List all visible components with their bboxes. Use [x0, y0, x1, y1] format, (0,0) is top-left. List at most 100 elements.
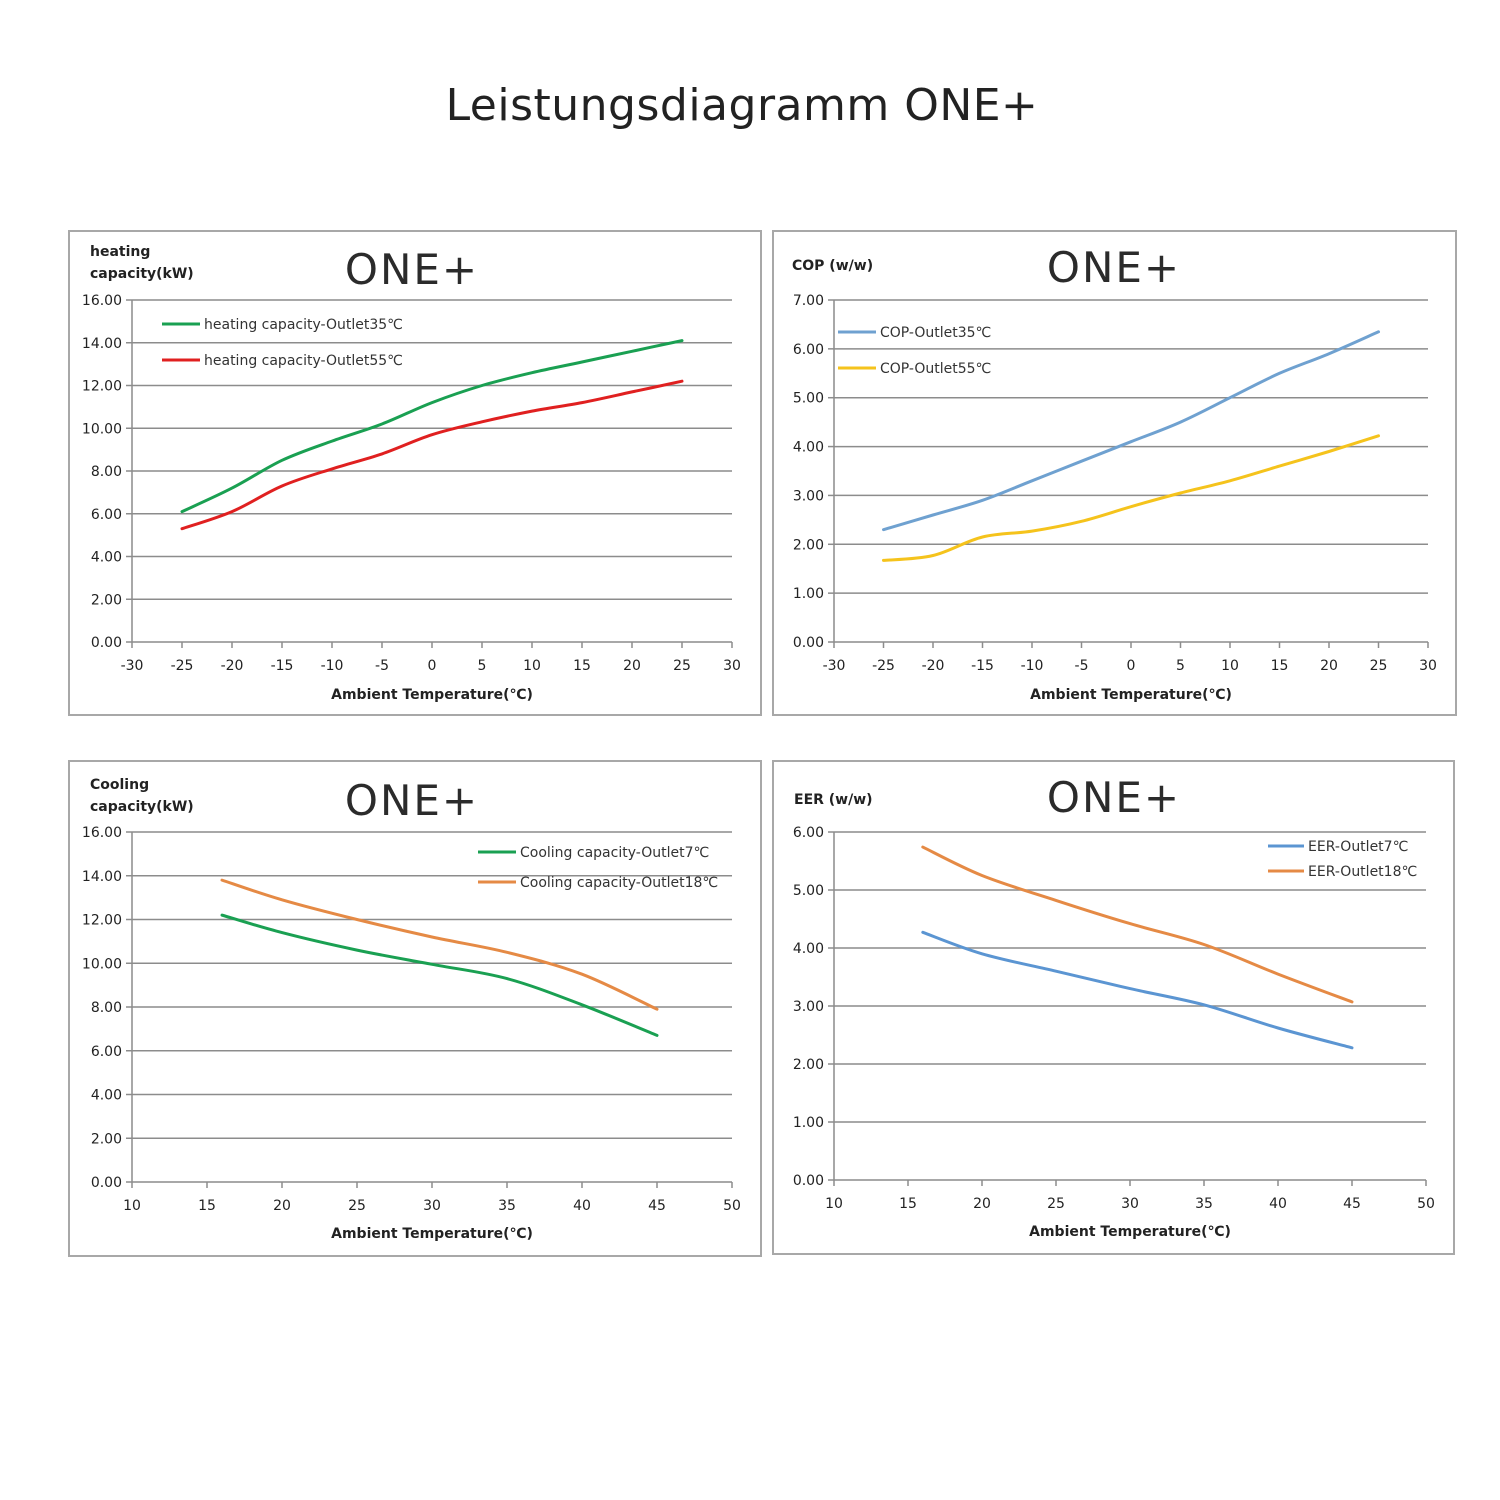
y-tick-label: 2.00	[793, 1057, 824, 1073]
chart-panel-heating-capacity: ONE+ heating capacity(kW) 0.00 2.00 4.00 6.00 8…	[68, 230, 762, 716]
x-tick-label: 15	[899, 1196, 917, 1212]
y-tick-label: 1.00	[793, 586, 824, 602]
x-tick-label: 30	[423, 1198, 441, 1214]
legend-label: COP-Outlet55℃	[880, 361, 991, 377]
x-tick-label: 20	[1320, 658, 1338, 674]
x-tick-label: 50	[723, 1198, 741, 1214]
x-tick-label: -30	[121, 658, 144, 674]
x-tick-label: 5	[1176, 658, 1185, 674]
series-line-2	[220, 878, 659, 1011]
legend-label: Cooling capacity-Outlet18℃	[520, 875, 718, 891]
y-tick-label: 14.00	[82, 336, 122, 352]
x-axis-title: Ambient Temperature(℃)	[331, 687, 533, 703]
y-tick-label: 4.00	[793, 941, 824, 957]
brand-logo: ONE+	[345, 776, 479, 825]
series-line-1	[180, 339, 684, 514]
series-line-1	[882, 330, 1380, 532]
y-tick-label: 1.00	[793, 1115, 824, 1131]
series-line-2	[921, 845, 1354, 1004]
y-tick-label: 12.00	[82, 913, 122, 929]
y-tick-label: 6.00	[91, 507, 122, 523]
x-tick-label: -20	[922, 658, 945, 674]
x-tick-label: -10	[1021, 658, 1044, 674]
brand-logo: ONE+	[345, 245, 479, 294]
y-axis-title: heating	[90, 244, 150, 260]
chart-panel-cop: ONE+ COP (w/w) 0.00 1.00 2.00 3.00 4.00 5.00 6.0…	[772, 230, 1457, 716]
y-axis-title: Cooling	[90, 777, 149, 793]
legend-label: COP-Outlet35℃	[880, 325, 991, 341]
y-tick-label: 10.00	[82, 421, 122, 437]
x-tick-label: 50	[1417, 1196, 1435, 1212]
page-title: Leistungsdiagramm ONE+	[445, 80, 1039, 131]
x-tick-label: 0	[428, 658, 437, 674]
y-tick-label: 4.00	[91, 550, 122, 566]
y-tick-label: 4.00	[793, 440, 824, 456]
x-tick-label: 30	[723, 658, 741, 674]
y-tick-label: 5.00	[793, 391, 824, 407]
x-tick-label: 10	[1221, 658, 1239, 674]
x-tick-label: 10	[825, 1196, 843, 1212]
legend-label: heating capacity-Outlet55℃	[204, 353, 403, 369]
y-tick-label: 3.00	[793, 999, 824, 1015]
x-tick-label: 25	[348, 1198, 366, 1214]
x-tick-label: 30	[1121, 1196, 1139, 1212]
y-tick-label: 2.00	[91, 1131, 122, 1147]
brand-logo: ONE+	[1047, 773, 1181, 822]
legend-label: EER-Outlet7℃	[1308, 839, 1408, 855]
y-tick-label: 2.00	[793, 537, 824, 553]
x-tick-label: 35	[1195, 1196, 1213, 1212]
x-tick-label: 15	[1271, 658, 1289, 674]
chart-panel-cooling-capacity: ONE+ Cooling capacity(kW) 0.00 2.00 4.00 6.00 8…	[68, 760, 762, 1257]
chart-svg-cop: ONE+ COP (w/w) 0.00 1.00 2.00 3.00 4.00 5.00 6.0…	[792, 243, 1437, 703]
x-tick-label: 25	[673, 658, 691, 674]
series-line-2	[882, 434, 1380, 562]
legend-label: EER-Outlet18℃	[1308, 864, 1417, 880]
x-tick-label: -15	[971, 658, 994, 674]
series-line-1	[220, 913, 659, 1037]
brand-logo: ONE+	[1047, 243, 1181, 292]
x-axis-title: Ambient Temperature(℃)	[331, 1226, 533, 1242]
y-axis-title: COP (w/w)	[792, 258, 873, 274]
x-tick-label: 0	[1127, 658, 1136, 674]
y-tick-label: 10.00	[82, 956, 122, 972]
series-line-1	[921, 930, 1354, 1050]
y-tick-label: 0.00	[91, 1175, 122, 1191]
y-tick-label: 0.00	[793, 1173, 824, 1189]
y-axis-title: capacity(kW)	[90, 266, 194, 282]
legend-label: Cooling capacity-Outlet7℃	[520, 845, 709, 861]
x-tick-label: 25	[1047, 1196, 1065, 1212]
y-axis-title: EER (w/w)	[794, 792, 873, 808]
x-tick-label: -10	[321, 658, 344, 674]
x-tick-label: 25	[1370, 658, 1388, 674]
y-tick-label: 0.00	[91, 635, 122, 651]
y-tick-label: 16.00	[82, 293, 122, 309]
x-tick-label: 35	[498, 1198, 516, 1214]
x-tick-label: 10	[123, 1198, 141, 1214]
x-axis-title: Ambient Temperature(℃)	[1030, 687, 1232, 703]
chart-svg-heating-capacity: ONE+ heating capacity(kW) 0.00 2.00 4.00 6.00 8…	[82, 244, 741, 703]
x-tick-label: 10	[523, 658, 541, 674]
legend-label: heating capacity-Outlet35℃	[204, 317, 403, 333]
x-tick-label: 20	[973, 1196, 991, 1212]
chart-panel-eer: ONE+ EER (w/w) 0.00 1.00 2.00 3.00 4.00 5.00 6.0…	[772, 760, 1455, 1255]
y-tick-label: 2.00	[91, 592, 122, 608]
y-tick-label: 6.00	[793, 825, 824, 841]
x-tick-label: 15	[198, 1198, 216, 1214]
x-tick-label: 20	[623, 658, 641, 674]
x-tick-label: 45	[648, 1198, 666, 1214]
x-tick-label: 30	[1419, 658, 1437, 674]
x-axis-title: Ambient Temperature(℃)	[1029, 1224, 1231, 1240]
y-tick-label: 0.00	[793, 635, 824, 651]
x-tick-label: 45	[1343, 1196, 1361, 1212]
x-tick-label: -20	[221, 658, 244, 674]
x-tick-label: 40	[1269, 1196, 1287, 1212]
series-line-2	[180, 379, 684, 531]
x-tick-label: 20	[273, 1198, 291, 1214]
y-tick-label: 5.00	[793, 883, 824, 899]
y-tick-label: 3.00	[793, 488, 824, 504]
chart-svg-cooling-capacity: ONE+ Cooling capacity(kW) 0.00 2.00 4.00 6.00 8…	[82, 776, 741, 1242]
y-tick-label: 6.00	[793, 342, 824, 358]
x-tick-label: -25	[171, 658, 194, 674]
x-tick-label: -5	[375, 658, 389, 674]
x-tick-label: 40	[573, 1198, 591, 1214]
